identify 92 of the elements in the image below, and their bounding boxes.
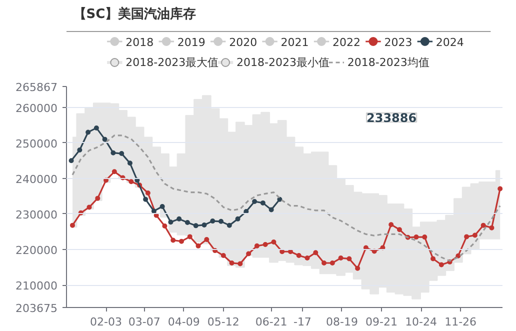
point bbox=[170, 238, 176, 243]
point bbox=[396, 227, 402, 232]
point bbox=[119, 151, 124, 156]
point bbox=[102, 136, 108, 142]
point bbox=[277, 196, 282, 202]
point bbox=[112, 169, 117, 174]
point bbox=[160, 204, 165, 209]
point bbox=[480, 222, 486, 228]
point bbox=[196, 243, 201, 248]
legend-label: 2024 bbox=[436, 36, 464, 49]
point bbox=[252, 199, 258, 204]
point bbox=[430, 256, 436, 262]
point bbox=[260, 200, 266, 206]
point bbox=[235, 216, 240, 222]
point bbox=[193, 223, 198, 228]
x-tick-label: 03-07 bbox=[128, 316, 160, 328]
point bbox=[204, 237, 210, 242]
point bbox=[268, 207, 274, 212]
y-tick-label: 240000 bbox=[16, 172, 58, 186]
y-tick-label: 203675 bbox=[16, 302, 58, 315]
point bbox=[168, 220, 174, 225]
point bbox=[330, 260, 335, 266]
x-tick-label: 02-03 bbox=[90, 316, 122, 328]
point bbox=[422, 234, 428, 240]
point bbox=[313, 250, 318, 256]
point bbox=[94, 125, 99, 130]
point bbox=[128, 179, 134, 184]
x-tick-label: 11-26 bbox=[444, 316, 477, 328]
y-tick-label: 265867 bbox=[16, 81, 58, 94]
point bbox=[438, 262, 444, 268]
chart-title: 【SC】美国汽油库存 bbox=[73, 6, 196, 22]
legend-label: 2018-2023均值 bbox=[347, 56, 430, 69]
point bbox=[77, 147, 82, 152]
point bbox=[86, 204, 92, 210]
point bbox=[70, 222, 75, 228]
x-tick-label: 08-19 bbox=[326, 316, 358, 328]
point bbox=[95, 196, 100, 201]
point bbox=[145, 190, 150, 196]
point bbox=[355, 266, 360, 271]
y-tick-label: 260000 bbox=[16, 102, 58, 115]
point bbox=[86, 130, 91, 135]
point bbox=[187, 234, 192, 240]
point bbox=[178, 238, 184, 244]
y-tick-label: 250000 bbox=[16, 137, 58, 150]
point bbox=[296, 253, 302, 258]
point bbox=[210, 218, 216, 224]
point bbox=[176, 216, 182, 222]
legend-label: 2018-2023最小值 bbox=[236, 56, 330, 69]
legend-label: 2021 bbox=[280, 36, 309, 49]
legend-label: 2023 bbox=[384, 36, 412, 49]
point bbox=[238, 261, 243, 266]
point bbox=[229, 260, 234, 266]
x-tick-label: 09-21 bbox=[366, 316, 398, 328]
point bbox=[388, 222, 394, 228]
legend-label: 2022 bbox=[332, 36, 360, 49]
point bbox=[456, 253, 461, 258]
legend-label: 2018-2023最大值 bbox=[126, 56, 219, 69]
legend-label: 2018 bbox=[126, 36, 154, 49]
y-tick-label: 230000 bbox=[16, 208, 58, 222]
point bbox=[414, 234, 419, 240]
point bbox=[246, 251, 252, 256]
point bbox=[472, 232, 478, 238]
point bbox=[226, 222, 232, 228]
point bbox=[143, 196, 148, 202]
point bbox=[271, 240, 276, 245]
point bbox=[218, 218, 224, 224]
point bbox=[338, 256, 344, 261]
y-tick-label: 210000 bbox=[16, 280, 58, 293]
x-tick-label: 10-24 bbox=[405, 316, 438, 328]
point bbox=[127, 160, 132, 166]
point bbox=[322, 260, 327, 266]
point bbox=[304, 256, 310, 261]
point bbox=[489, 225, 494, 230]
legend-label: 2020 bbox=[229, 36, 258, 49]
point bbox=[498, 186, 502, 192]
annotation: 233886 bbox=[366, 111, 417, 125]
point bbox=[346, 256, 352, 262]
x-tick-label: 05-12 bbox=[207, 316, 240, 328]
point bbox=[202, 222, 207, 228]
point bbox=[110, 150, 116, 156]
x-tick-label: 04-09 bbox=[168, 316, 200, 328]
point bbox=[464, 234, 470, 240]
x-tick-label: 06-21 bbox=[255, 316, 288, 328]
point bbox=[184, 220, 190, 225]
point bbox=[162, 224, 168, 229]
legend-label: 2019 bbox=[177, 36, 206, 49]
y-tick-label: 220000 bbox=[16, 244, 58, 257]
point bbox=[68, 158, 74, 164]
point bbox=[254, 243, 260, 248]
point bbox=[262, 242, 268, 248]
point bbox=[220, 253, 226, 258]
x-tick-label: -17 bbox=[293, 316, 312, 328]
